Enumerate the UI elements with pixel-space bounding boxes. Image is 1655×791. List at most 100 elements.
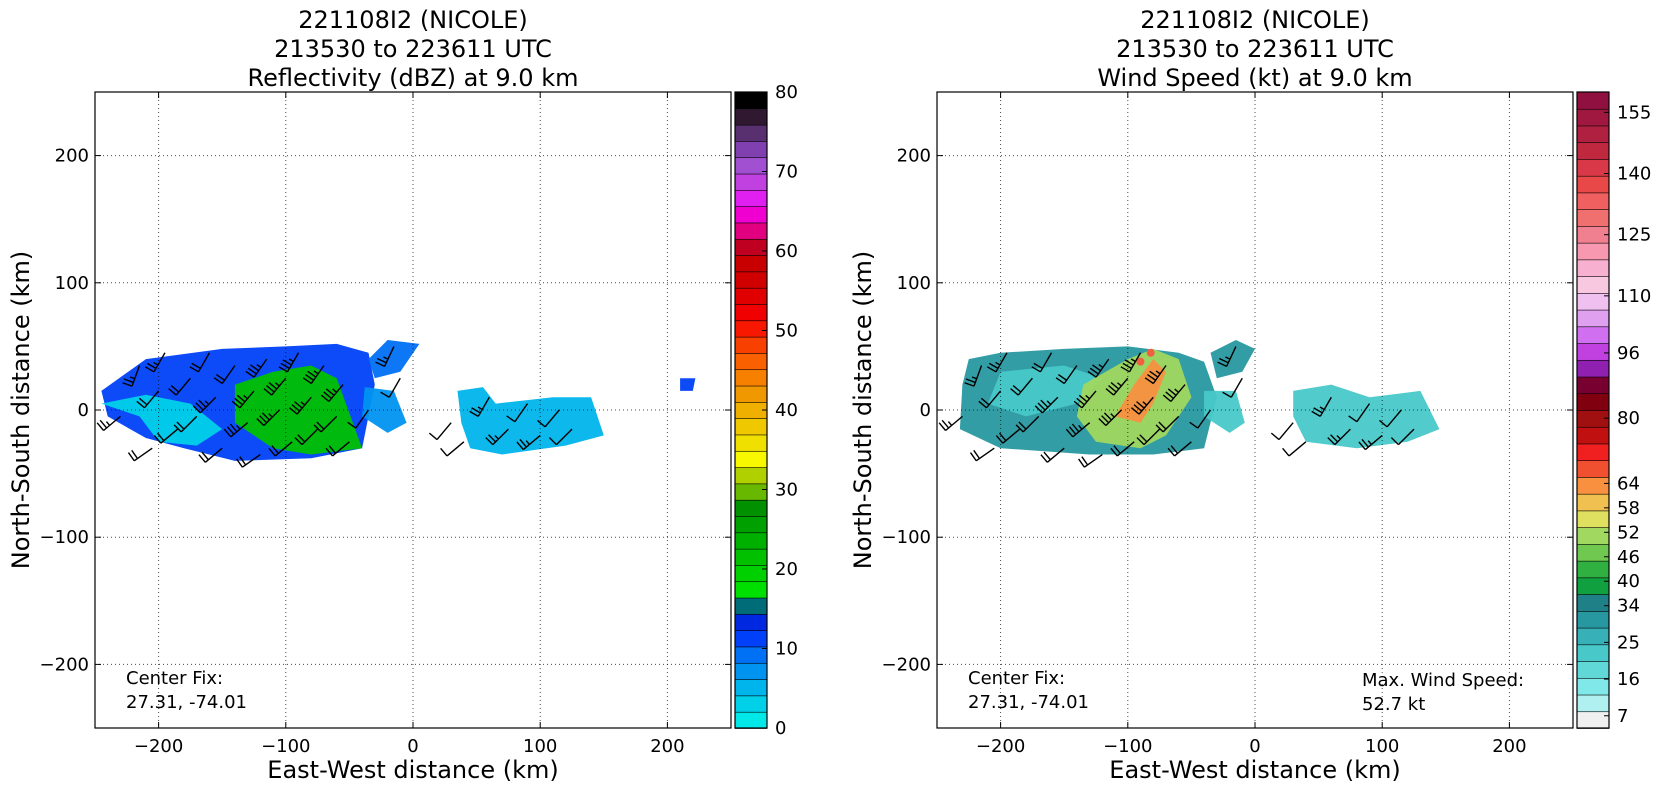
wind-barb bbox=[1217, 346, 1237, 367]
wind-barb-flag bbox=[215, 373, 225, 381]
wind-barb-flag bbox=[1076, 397, 1085, 406]
colorbar-segment bbox=[1576, 577, 1610, 595]
y-tick-label: −200 bbox=[882, 654, 931, 675]
wind-barb-staff bbox=[1197, 409, 1212, 429]
annotation-max-wind-value: 52.7 kt bbox=[1362, 694, 1425, 715]
colorbar-segment bbox=[1576, 275, 1610, 294]
wind-barb bbox=[263, 377, 287, 396]
x-tick-label: 0 bbox=[407, 736, 418, 757]
colorbar-frame bbox=[1576, 91, 1610, 729]
colorbar-segment bbox=[1576, 242, 1610, 261]
wind-barb-flag bbox=[168, 388, 177, 396]
wind-barb-flag bbox=[146, 362, 157, 369]
x-axis-label: East-West distance (km) bbox=[1109, 756, 1400, 784]
wind-barb-flag bbox=[294, 437, 303, 446]
wind-barb-staff bbox=[133, 447, 153, 462]
wind-barb-staff bbox=[355, 409, 370, 429]
colorbar-segment bbox=[734, 678, 768, 697]
wind-barb-flag bbox=[1040, 454, 1048, 463]
colorbar-segment bbox=[734, 222, 768, 240]
wind-barb-staff bbox=[1278, 422, 1294, 441]
wind-barb bbox=[485, 428, 509, 446]
wind-barb-staff bbox=[1046, 447, 1065, 463]
wind-barb-flag bbox=[347, 421, 357, 429]
wind-barb-half-flag bbox=[275, 382, 280, 387]
wind-barb-flag bbox=[1010, 388, 1019, 396]
hot-spot bbox=[1146, 348, 1155, 357]
wind-barb-staff bbox=[1113, 377, 1129, 396]
x-tick-label: 200 bbox=[650, 736, 684, 757]
wind-barb-staff bbox=[1039, 352, 1053, 373]
colorbar-segment bbox=[734, 417, 768, 436]
wind-barb bbox=[192, 396, 217, 414]
wind-barb-flag bbox=[294, 401, 303, 409]
wind-barb-flag bbox=[239, 456, 247, 466]
x-axis-label: East-West distance (km) bbox=[267, 756, 558, 784]
wind-barb bbox=[1167, 441, 1192, 457]
wind-barb-flag bbox=[1018, 421, 1027, 430]
wind-barb-flag bbox=[1089, 367, 1099, 375]
wind-barb-staff bbox=[1081, 390, 1097, 409]
wind-barb-half-flag bbox=[204, 400, 210, 405]
wind-barb-staff bbox=[1288, 441, 1307, 457]
wind-barb bbox=[1189, 409, 1212, 429]
wind-barb-flag bbox=[1092, 364, 1102, 372]
colorbar: 0 10 20 30 40 50 60 70 80 bbox=[734, 82, 798, 739]
wind-barb-flag bbox=[305, 373, 315, 381]
colorbar-segment bbox=[734, 613, 768, 631]
wind-barb-flag bbox=[1189, 421, 1199, 429]
colorbar-segment bbox=[1576, 392, 1610, 411]
wind-barb-flag bbox=[1065, 428, 1074, 438]
wind-barb bbox=[964, 365, 983, 387]
colorbar-segment bbox=[1576, 426, 1610, 445]
wind-barb-half-flag bbox=[1225, 356, 1231, 360]
colorbar-segment bbox=[1576, 326, 1610, 344]
colorbar-segment bbox=[734, 629, 768, 648]
wind-barb-flag bbox=[1040, 399, 1049, 408]
wind-barb bbox=[380, 377, 401, 398]
colorbar-segment bbox=[1576, 526, 1610, 545]
wind-barb-flag bbox=[1311, 410, 1321, 417]
wind-barb-flag bbox=[1113, 445, 1121, 454]
wind-barb bbox=[1130, 396, 1154, 415]
y-tick-label: −200 bbox=[40, 654, 89, 675]
wind-barb-staff bbox=[1002, 428, 1021, 444]
colorbar-segment bbox=[1576, 660, 1610, 679]
colorbar-tick-label: 96 bbox=[1617, 343, 1640, 364]
colorbar-segment bbox=[734, 124, 768, 142]
wind-barb bbox=[1162, 384, 1186, 402]
wind-barb-staff bbox=[1386, 409, 1402, 428]
wind-barb-flag bbox=[263, 388, 273, 396]
colorbar-tick-label: 7 bbox=[1617, 706, 1628, 727]
wind-barb bbox=[1105, 377, 1129, 396]
wind-barb-flag bbox=[986, 366, 997, 373]
wind-barb-flag bbox=[297, 434, 306, 443]
wind-barb bbox=[245, 358, 268, 378]
wind-barb-flag bbox=[236, 394, 246, 403]
echo-region bbox=[457, 387, 604, 455]
wind-barb-half-flag bbox=[243, 394, 248, 400]
wind-barb-flag bbox=[1033, 362, 1043, 369]
wind-barb-flag bbox=[1081, 456, 1089, 466]
wind-barb-half-flag bbox=[494, 435, 499, 440]
wind-barb-flag bbox=[1358, 441, 1366, 451]
wind-barb bbox=[986, 352, 1008, 373]
wind-barb-half-flag bbox=[256, 363, 262, 368]
wind-barb bbox=[96, 415, 121, 432]
wind-barb bbox=[1144, 365, 1167, 385]
wind-barb-staff bbox=[446, 441, 465, 457]
colorbar-segment bbox=[1576, 677, 1610, 696]
wind-barb-half-flag bbox=[525, 440, 530, 445]
wind-barb bbox=[1379, 409, 1402, 428]
wind-barb-flag bbox=[1361, 438, 1369, 448]
wind-barb-flag bbox=[1282, 447, 1290, 457]
echo-region bbox=[680, 378, 696, 391]
wind-barb-staff bbox=[1095, 358, 1110, 378]
colorbar-tick-label: 110 bbox=[1617, 286, 1651, 307]
colorbar-segment bbox=[1576, 593, 1610, 612]
wind-barb-flag bbox=[1155, 424, 1164, 433]
wind-barb bbox=[168, 377, 191, 396]
wind-barb bbox=[136, 390, 160, 409]
wind-barb-flag bbox=[261, 412, 270, 421]
wind-barb bbox=[938, 415, 963, 432]
